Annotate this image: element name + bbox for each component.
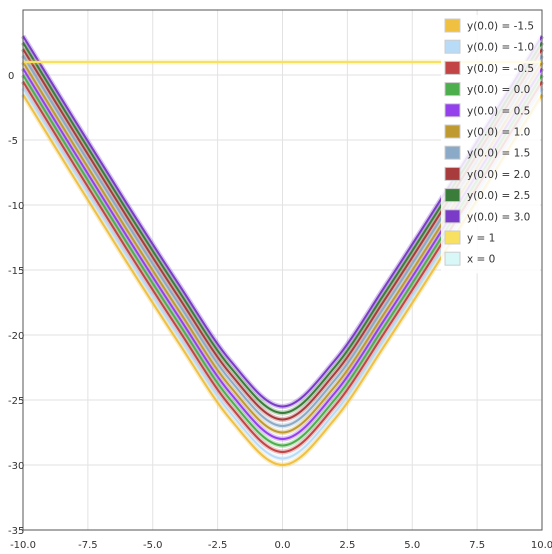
y-tick-label: -10: [8, 201, 24, 212]
legend-label[interactable]: y(0.0) = -0.5: [467, 63, 534, 75]
x-tick-label: -7.5: [78, 540, 98, 551]
x-tick-label: 5.0: [404, 540, 420, 551]
legend-swatch: [444, 209, 461, 224]
legend-label[interactable]: y(0.0) = -1.5: [467, 21, 534, 33]
y-tick-label: -5: [8, 136, 18, 147]
x-tick-label: 7.5: [469, 540, 485, 551]
x-tick-label: -5.0: [143, 540, 163, 551]
legend-label[interactable]: y(0.0) = 2.5: [467, 190, 530, 202]
x-tick-label: -10.0: [10, 540, 36, 551]
x-tick-label: 10.0: [531, 540, 552, 551]
legend-label[interactable]: x = 0: [467, 254, 495, 266]
legend-label[interactable]: y(0.0) = 1.0: [467, 127, 530, 139]
y-tick-label: -35: [8, 526, 24, 537]
x-tick-label: 0.0: [275, 540, 291, 551]
plot-frame: [22, 9, 543, 531]
legend-swatch: [444, 82, 461, 97]
legend-label[interactable]: y(0.0) = 0.5: [467, 105, 530, 117]
legend-swatch: [444, 230, 461, 245]
legend-swatch: [444, 103, 461, 118]
x-tick-label: 2.5: [339, 540, 355, 551]
legend-swatch: [444, 18, 461, 33]
y-tick-label: 0: [8, 71, 14, 82]
x-tick-label: -2.5: [208, 540, 228, 551]
y-tick-label: -30: [8, 461, 24, 472]
y-axis: 0 -5 -10 -15 -20 -25 -30 -35: [8, 71, 24, 537]
legend-label[interactable]: y(0.0) = 0.0: [467, 84, 530, 96]
legend-label[interactable]: y = 1: [467, 233, 495, 245]
legend-label[interactable]: y(0.0) = 1.5: [467, 148, 530, 160]
legend-swatch: [444, 60, 461, 75]
legend-label[interactable]: y(0.0) = -1.0: [467, 42, 534, 54]
legend-swatch: [444, 124, 461, 139]
legend-swatch: [444, 251, 461, 266]
y-tick-label: -25: [8, 396, 24, 407]
y-tick-label: -20: [8, 331, 24, 342]
legend-swatch: [444, 145, 461, 160]
legend-label[interactable]: y(0.0) = 2.0: [467, 169, 530, 181]
legend-swatch: [444, 166, 461, 181]
x-axis: -10.0 -7.5 -5.0 -2.5 0.0 2.5 5.0 7.5 10.0: [10, 540, 552, 551]
y-tick-label: -15: [8, 266, 24, 277]
legend-swatch: [444, 39, 461, 54]
legend: y(0.0) = -1.5 y(0.0) = -1.0 y(0.0) = -0.5 y…: [441, 15, 540, 274]
legend-label[interactable]: y(0.0) = 3.0: [467, 211, 530, 223]
legend-swatch: [444, 188, 461, 203]
legend-background: [441, 15, 540, 274]
